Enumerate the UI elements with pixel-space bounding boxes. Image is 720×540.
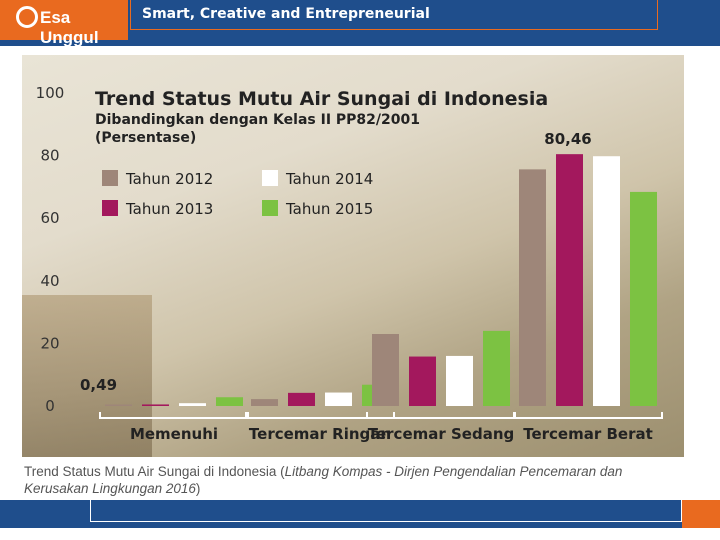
tagline: Smart, Creative and Entrepreneurial [142, 6, 430, 22]
legend-swatch [102, 200, 118, 216]
category-label: Tercemar Sedang [368, 425, 515, 443]
footer-accent [682, 500, 720, 528]
bar [630, 191, 657, 406]
bar [325, 392, 352, 406]
chart-title: Trend Status Mutu Air Sungai di Indonesi… [95, 88, 548, 110]
bar [409, 356, 436, 406]
category-bracket [99, 412, 249, 419]
legend-swatch [262, 170, 278, 186]
footer-outline [90, 500, 682, 522]
footer-bar [0, 500, 720, 528]
y-tick-label: 80 [40, 147, 59, 165]
data-label-first: 0,49 [80, 376, 117, 394]
chart-subtitle-unit: (Persentase) [95, 130, 196, 146]
caption-source: Litbang Kompas - Dirjen Pengendalian Pen… [24, 464, 623, 496]
y-tick-label: 100 [36, 84, 65, 102]
bar [593, 156, 620, 406]
legend-label: Tahun 2014 [285, 170, 373, 188]
bar [483, 330, 510, 406]
y-tick-label: 60 [40, 209, 59, 227]
category-label: Tercemar Ringan [249, 425, 391, 443]
category-bracket [245, 412, 395, 419]
slide-content: Trend Status Mutu Air Sungai di Indonesi… [22, 55, 696, 497]
bar-chart: Trend Status Mutu Air Sungai di Indonesi… [36, 84, 663, 443]
bar [288, 392, 315, 406]
header-outline [130, 0, 658, 30]
y-tick-label: 40 [40, 272, 59, 290]
bar [556, 154, 583, 406]
chart-subtitle: Dibandingkan dengan Kelas II PP82/2001 [95, 112, 420, 128]
bar [446, 355, 473, 406]
category-label: Memenuhi [130, 425, 218, 443]
bar [142, 404, 169, 406]
y-tick-label: 20 [40, 334, 59, 352]
category-bracket [366, 412, 516, 419]
legend-label: Tahun 2012 [125, 170, 213, 188]
bar [216, 397, 243, 406]
category-label: Tercemar Berat [523, 425, 653, 443]
legend-label: Tahun 2013 [125, 200, 213, 218]
bar [105, 404, 132, 406]
bar [251, 399, 278, 406]
logo-icon [16, 6, 38, 28]
logo: Esa Unggul [0, 0, 128, 47]
bar [179, 403, 206, 406]
caption-close: ) [195, 481, 201, 496]
bar [519, 169, 546, 406]
bar [372, 334, 399, 406]
category-bracket [513, 412, 663, 419]
legend-swatch [262, 200, 278, 216]
river-shore [22, 295, 152, 457]
logo-text: Esa Unggul [40, 8, 99, 47]
data-label-peak: 80,46 [544, 130, 591, 148]
legend-swatch [102, 170, 118, 186]
legend-label: Tahun 2015 [285, 200, 373, 218]
caption-text: Trend Status Mutu Air Sungai di Indonesi… [24, 464, 285, 479]
figure-caption: Trend Status Mutu Air Sungai di Indonesi… [24, 463, 684, 497]
y-tick-label: 0 [45, 397, 55, 415]
